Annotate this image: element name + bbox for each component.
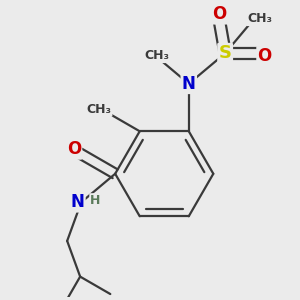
Text: O: O (258, 47, 272, 65)
Text: O: O (67, 140, 81, 158)
Text: N: N (70, 193, 84, 211)
Text: H: H (90, 194, 101, 207)
Text: CH₃: CH₃ (144, 49, 169, 62)
Text: S: S (219, 44, 232, 62)
Text: CH₃: CH₃ (86, 103, 111, 116)
Text: N: N (182, 75, 196, 93)
Text: CH₃: CH₃ (247, 12, 272, 25)
Text: O: O (212, 5, 226, 23)
